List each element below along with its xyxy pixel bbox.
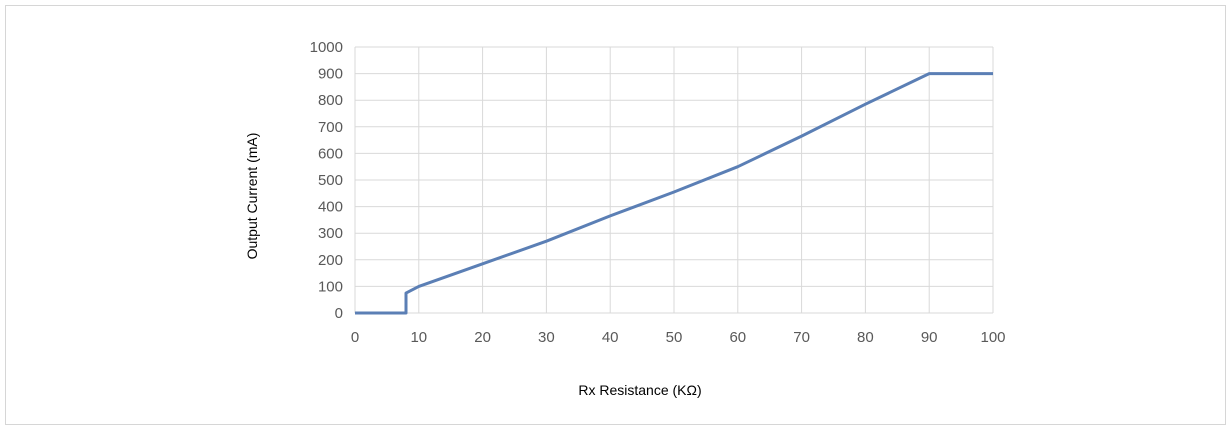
x-tick-label: 80 xyxy=(857,329,874,346)
grid-lines xyxy=(354,46,994,314)
series-line xyxy=(355,72,993,315)
x-tick-label: 50 xyxy=(666,329,683,346)
x-tick-label: 20 xyxy=(474,329,491,346)
x-tick-label: 90 xyxy=(921,329,938,346)
y-tick-label: 800 xyxy=(318,92,343,109)
y-tick-label: 100 xyxy=(318,278,343,295)
y-axis-title: Output Current (mA) xyxy=(244,133,260,260)
y-tick-label: 700 xyxy=(318,119,343,136)
y-tick-label: 300 xyxy=(318,225,343,242)
y-tick-label: 400 xyxy=(318,199,343,216)
x-tick-label: 10 xyxy=(410,329,427,346)
y-tick-label: 600 xyxy=(318,145,343,162)
x-axis-title: Rx Resistance (KΩ) xyxy=(578,382,701,398)
y-tick-label: 0 xyxy=(335,305,343,322)
y-tick-label: 900 xyxy=(318,66,343,83)
series-layer xyxy=(355,72,993,315)
x-tick-label: 30 xyxy=(538,329,555,346)
x-tick-label: 60 xyxy=(729,329,746,346)
x-tick-labels: 0 10 20 30 40 50 60 70 80 90 100 xyxy=(351,329,1006,346)
y-tick-labels: 0 100 200 300 400 500 600 700 800 900 1000 xyxy=(310,39,343,322)
x-tick-label: 0 xyxy=(351,329,359,346)
y-tick-label: 200 xyxy=(318,252,343,269)
x-tick-label: 70 xyxy=(793,329,810,346)
x-tick-label: 40 xyxy=(602,329,619,346)
y-tick-label: 500 xyxy=(318,172,343,189)
y-tick-label: 1000 xyxy=(310,39,343,56)
x-tick-label: 100 xyxy=(980,329,1005,346)
